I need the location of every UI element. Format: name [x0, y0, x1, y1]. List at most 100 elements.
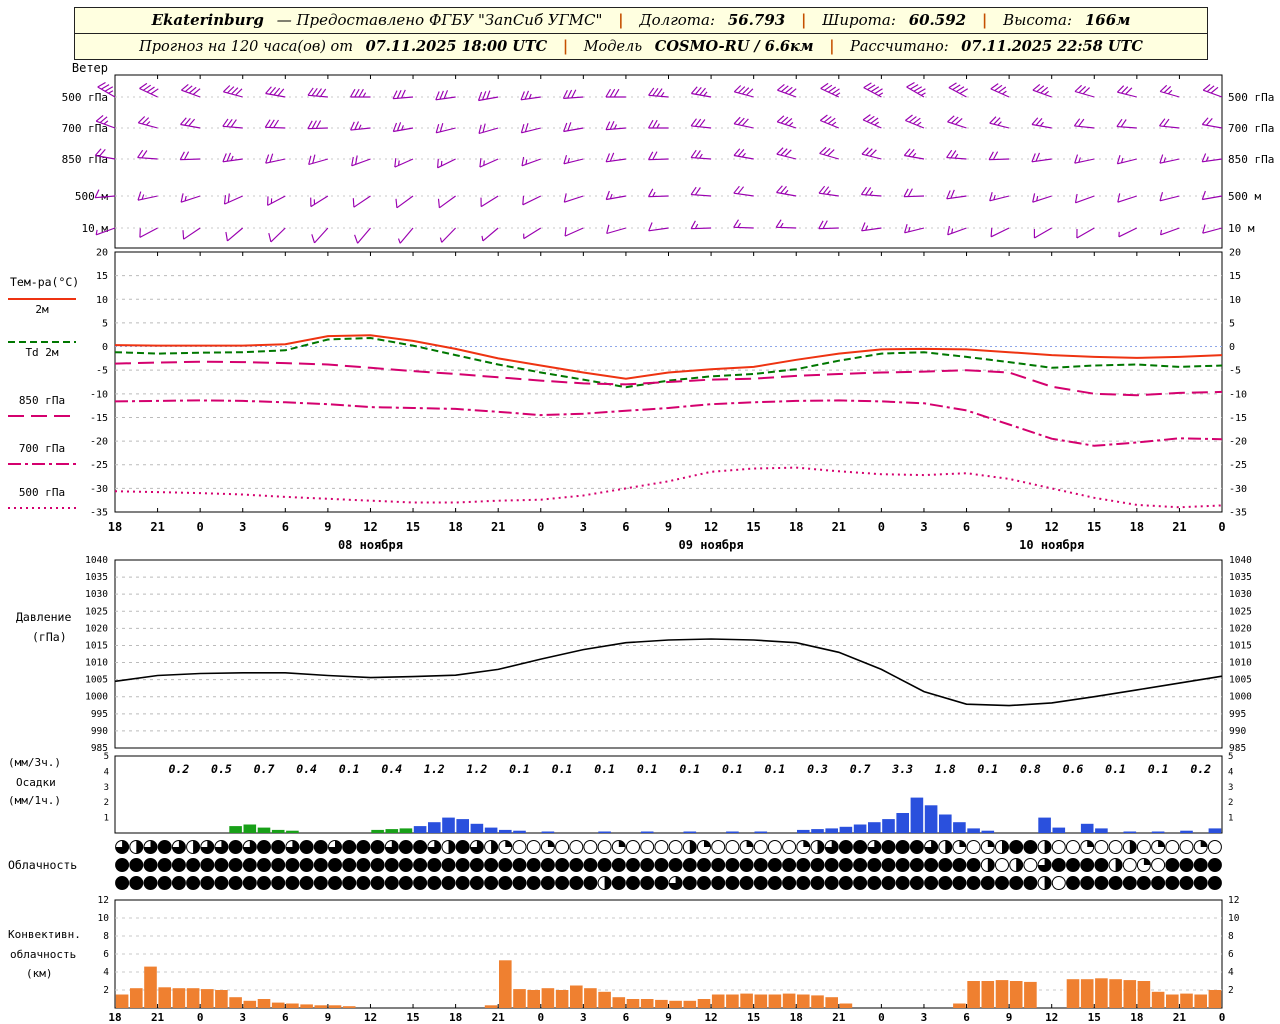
- temp-tick-right: 0: [1229, 342, 1235, 353]
- barb-feather: [521, 156, 525, 166]
- barb-feather: [564, 227, 567, 237]
- wind-barb: [776, 153, 797, 160]
- barb-half-feather: [703, 91, 708, 97]
- cloud-fill: [257, 858, 271, 872]
- barb-feather: [392, 122, 398, 132]
- cloud-fill: [839, 840, 853, 854]
- barb-feather: [396, 89, 402, 99]
- hour-label: 21: [1173, 1011, 1187, 1024]
- barb-feather: [860, 186, 867, 195]
- barb-half-feather: [694, 223, 699, 229]
- barb-feather: [695, 87, 702, 95]
- hour-label: 3: [920, 520, 927, 534]
- precip-tick-left: 3: [104, 783, 109, 793]
- cloud-fill: [754, 858, 768, 872]
- cloud-fill: [385, 876, 399, 890]
- wind-barb: [393, 127, 414, 133]
- barb-feather: [993, 117, 1001, 125]
- cloud-fill: [697, 858, 711, 872]
- temp-series-850 гПа: [114, 360, 1223, 397]
- barb-feather: [737, 149, 745, 157]
- wind-barb: [1076, 227, 1095, 239]
- barb-feather: [315, 120, 322, 129]
- barb-feather: [863, 82, 872, 89]
- barb-feather: [648, 222, 653, 232]
- pressure-tick-left: 1005: [85, 675, 108, 686]
- cloud-fill: [456, 840, 470, 854]
- barb-feather: [235, 88, 243, 96]
- wind-barb: [180, 123, 201, 129]
- pressure-panel: 1040 1040 1035 1035 1030 1030 1025 1025 1020 1020…: [16, 555, 1252, 754]
- barb-half-feather: [869, 190, 874, 196]
- convective-bar: [257, 999, 271, 1008]
- barb-feather: [225, 231, 228, 241]
- convective-bar: [967, 981, 980, 1008]
- barb-feather: [866, 115, 875, 123]
- pressure-tick-right: 1020: [1229, 623, 1252, 634]
- cloud-fill: [754, 876, 768, 890]
- convective-bar: [953, 1003, 966, 1008]
- precip-bar: [1095, 828, 1108, 833]
- precip-bar: [981, 830, 995, 833]
- barb-half-feather: [103, 120, 109, 125]
- cloud-symbol: [1051, 876, 1066, 890]
- pressure-tick-right: 1000: [1229, 692, 1252, 703]
- precip-bar: [683, 831, 697, 833]
- cloud-fill: [399, 858, 413, 872]
- hour-label: 18: [1130, 1011, 1143, 1024]
- wind-barb: [820, 87, 840, 98]
- convective-label-3: (км): [26, 967, 53, 980]
- cloud-fill: [1180, 876, 1194, 890]
- precip-3h-sum: 0.3: [807, 762, 828, 776]
- barb-feather: [947, 115, 955, 123]
- convective-bar: [158, 987, 171, 1008]
- precip-3h-sum: 0.2: [168, 762, 189, 776]
- wind-barb: [520, 96, 541, 101]
- precip-bar: [797, 829, 810, 833]
- cloud-fill: [1038, 858, 1052, 872]
- barb-feather: [988, 151, 994, 160]
- cloud-fill: [910, 876, 924, 890]
- wind-barb: [776, 191, 797, 197]
- wind-barb: [307, 94, 328, 98]
- cloud-fill: [853, 840, 867, 854]
- cloud-fill: [214, 858, 228, 872]
- barb-half-feather: [567, 157, 570, 163]
- pressure-tick-right: 1005: [1229, 675, 1252, 686]
- wind-barb: [733, 154, 754, 160]
- barb-feather: [1120, 119, 1127, 128]
- conv-tick-left: 8: [103, 931, 109, 942]
- hour-label: 12: [364, 1011, 377, 1024]
- pressure-line: [114, 638, 1223, 707]
- cloud-symbol: [1066, 840, 1080, 854]
- barb-feather: [605, 190, 610, 200]
- precip-tick-right: 2: [1228, 798, 1233, 808]
- wind-barb: [691, 227, 712, 230]
- wind-barb: [181, 89, 201, 98]
- barb-feather: [656, 88, 663, 97]
- precip-bar: [811, 829, 824, 833]
- wind-barb: [95, 195, 116, 199]
- barb-feather: [827, 117, 836, 125]
- wind-barb: [139, 87, 158, 98]
- cloud-fill: [1094, 858, 1108, 872]
- cloud-symbol: [1136, 840, 1151, 854]
- convective-bar: [271, 1002, 285, 1008]
- precip-bar: [499, 829, 512, 833]
- convective-bar: [555, 990, 569, 1008]
- hour-label: 12: [704, 520, 718, 534]
- convective-bar: [1109, 979, 1122, 1008]
- cloud-symbol: [526, 840, 541, 854]
- cloud-fill: [541, 876, 555, 890]
- barb-feather: [910, 84, 919, 90]
- barb-half-feather: [525, 159, 528, 165]
- wind-level-label-right: 500 м: [1228, 190, 1261, 203]
- barb-feather: [352, 198, 355, 208]
- temperature-panel-title: Тем-ра(°C): [10, 275, 79, 289]
- barb-half-feather: [95, 229, 98, 235]
- wind-barb: [1159, 195, 1180, 202]
- cloud-fill: [1009, 840, 1023, 854]
- wind-barb: [96, 120, 116, 129]
- cloud-fill: [740, 858, 754, 872]
- barb-feather: [955, 86, 965, 93]
